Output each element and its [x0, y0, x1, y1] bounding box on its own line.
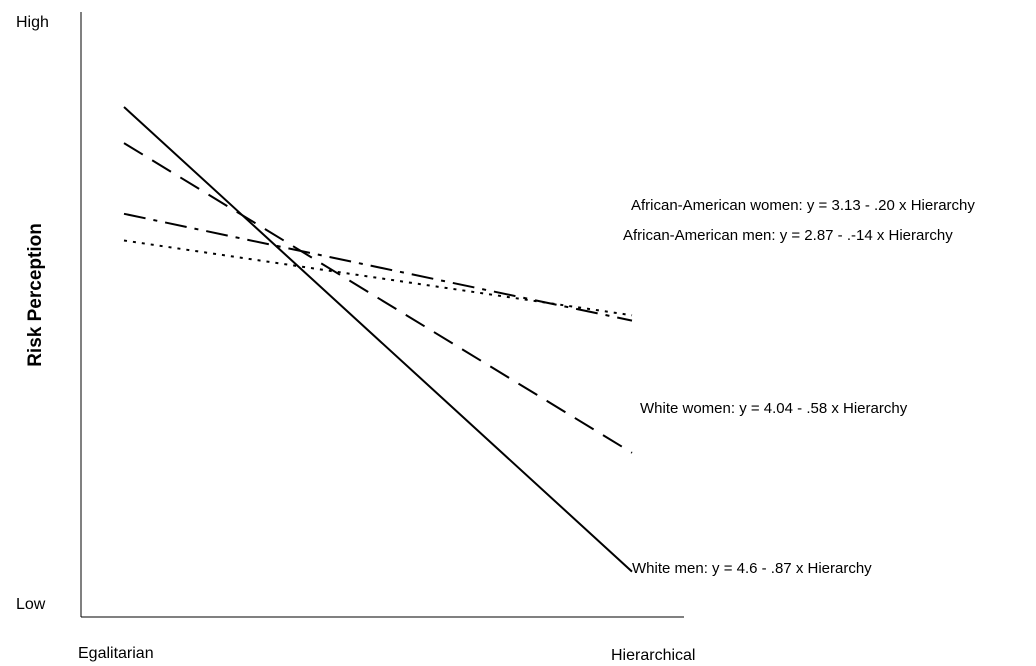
series-label-white-women: White women: y = 4.04 - .58 x Hierarchy: [640, 400, 908, 417]
x-tick-label-hierarchical: Hierarchical: [611, 647, 695, 664]
series-lines: [123, 106, 633, 573]
series-label-african-american-women: African-American women: y = 3.13 - .20 x…: [631, 197, 975, 214]
series-label-white-men: White men: y = 4.6 - .87 x Hierarchy: [632, 560, 872, 577]
series-line-white-women: [123, 142, 633, 454]
y-tick-label-low: Low: [16, 596, 46, 613]
series-label-african-american-men: African-American men: y = 2.87 - .-14 x …: [623, 227, 953, 244]
series-line-african-american-women: [123, 212, 633, 322]
series-line-white-men: [123, 106, 633, 573]
axes: [80, 12, 684, 618]
x-tick-label-egalitarian: Egalitarian: [78, 645, 154, 662]
series-labels: African-American women: y = 3.13 - .20 x…: [623, 197, 975, 577]
y-tick-label-high: High: [16, 14, 49, 31]
y-axis-title: Risk Perception: [25, 223, 46, 367]
tick-labels: High Low Egalitarian Hierarchical: [16, 14, 695, 664]
